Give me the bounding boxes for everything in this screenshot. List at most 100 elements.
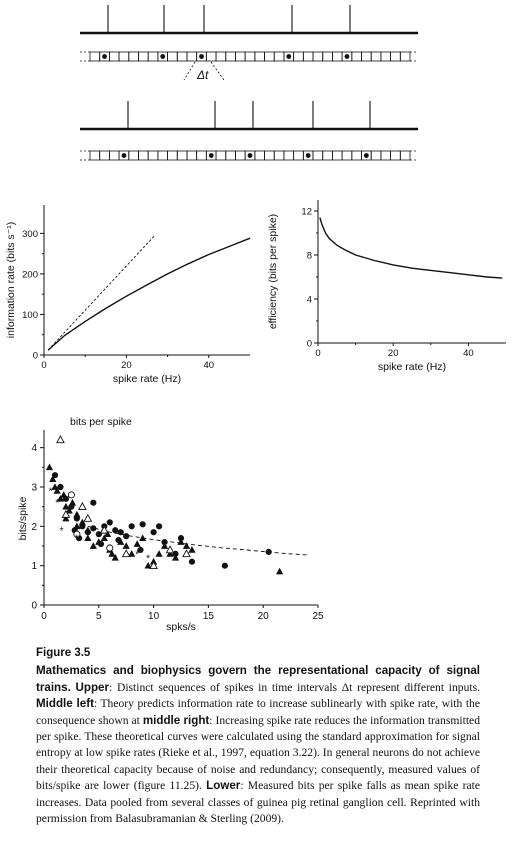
train-a-grid-cell — [176, 51, 188, 62]
train-b-grid-cell — [293, 150, 304, 161]
data-point-filled-circle — [68, 503, 75, 510]
y-axis-label: information rate (bits s⁻¹) — [5, 222, 17, 338]
y-tick-label: 8 — [307, 251, 312, 262]
y-axis-label: efficiency (bits per spike) — [267, 214, 279, 329]
train-b-grid-cell — [235, 150, 246, 161]
y-tick-label: 4 — [31, 443, 37, 454]
train-a-grid-cell — [215, 51, 227, 62]
data-point-filled-triangle — [188, 546, 196, 553]
train-a-grid-cell — [312, 51, 324, 62]
caption-lead: Mathematics and biophysics govern the re… — [36, 664, 480, 694]
train-b-grid-cell — [341, 150, 353, 161]
data-point-open-circle — [106, 544, 114, 552]
train-a-spike-dot — [286, 54, 292, 59]
data-point-filled-circle — [221, 562, 228, 569]
data-point-filled-circle — [73, 515, 80, 522]
y-tick-label: 3 — [31, 483, 37, 494]
train-a-grid-cell — [273, 51, 285, 62]
data-point-open-triangle — [77, 501, 87, 510]
data-point-filled-circle — [128, 523, 135, 530]
train-a-grid-cell — [235, 51, 246, 62]
train-a-grid-cell — [322, 51, 333, 62]
data-point-open-triangle — [165, 545, 175, 554]
train-a-grid-cell — [332, 51, 343, 62]
x-axis-label: spike rate (Hz) — [378, 361, 446, 373]
caption-body: Mathematics and biophysics govern the re… — [36, 663, 480, 827]
train-b-grid-cell — [138, 150, 149, 161]
x-tick-label: 20 — [258, 611, 270, 622]
train-b-grid-cell — [273, 150, 285, 161]
delta-t-label: Δt — [196, 68, 209, 82]
train-a-spike-dot — [160, 54, 166, 59]
train-b-grid-cell — [380, 150, 392, 161]
train-b-grid-cell — [186, 150, 198, 161]
train-b-grid-cell — [99, 150, 110, 161]
train-b-grid-cell — [147, 150, 159, 161]
data-point-filled-triangle — [56, 495, 65, 502]
x-tick-label: 40 — [204, 360, 215, 371]
data-point-asterisk: * — [113, 553, 117, 564]
train-a-grid-cell — [390, 51, 401, 62]
data-point-filled-triangle — [133, 540, 141, 547]
data-point-filled-triangle — [122, 542, 130, 549]
train-a-grid-cell — [370, 51, 382, 62]
dashed-series-line — [47, 234, 156, 351]
efficiency-chart: 20 40 00 4 8 12 spike rate (Hz) efficiency (bit… — [267, 200, 506, 373]
data-point-filled-circle — [57, 483, 64, 491]
data-point-open-triangle — [149, 560, 158, 569]
data-point-filled-triangle — [78, 518, 86, 526]
x-tick-label: 0 — [41, 611, 47, 622]
x-tick-label: 0 — [41, 360, 46, 371]
train-b-grid-cell — [196, 150, 207, 161]
train-a-grid-cell — [147, 51, 159, 62]
data-point-open-triangle — [61, 509, 71, 518]
data-point-asterisk: * — [60, 526, 64, 537]
y-tick-label: 12 — [301, 207, 312, 218]
data-point-open-triangle — [83, 513, 93, 522]
data-point-filled-circle — [95, 531, 102, 538]
train-b-grid-cell — [225, 150, 236, 161]
train-a-grid-cell — [399, 51, 411, 62]
x-axis-label: spike rate (Hz) — [113, 373, 181, 385]
data-point-filled-triangle — [155, 550, 163, 557]
bits-per-spike-chart: 0 5 10 15 20 25 0 1 2 3 4 bits per spike spks/s bits/… — [17, 416, 324, 633]
train-b-grid-cell — [322, 150, 333, 161]
x-tick-label: 25 — [312, 611, 324, 622]
train-a-spike-dot — [199, 54, 204, 59]
data-point-filled-circle — [90, 499, 97, 506]
train-a-spike-dot — [344, 54, 350, 59]
train-b-grid-cell — [157, 150, 168, 161]
train-b-grid-cell — [332, 150, 343, 161]
train-a-grid-cell — [361, 51, 372, 62]
train-b-spike-dot — [247, 153, 253, 158]
y-tick-label: 0 — [31, 601, 37, 612]
y-tick-label: 0 — [33, 351, 38, 362]
train-a-grid-cell — [138, 51, 149, 62]
train-b-grid-cell — [351, 150, 362, 161]
caption-upper-label: Upper — [75, 680, 110, 694]
data-point-filled-triangle — [84, 534, 92, 541]
data-point-asterisk: * — [135, 549, 139, 560]
train-a-grid-cell — [89, 51, 101, 62]
data-point-filled-circle — [90, 525, 97, 532]
data-point-filled-circle — [161, 538, 168, 546]
y-axis-label: bits/spike — [17, 496, 29, 540]
train-a-grid-cell — [128, 51, 139, 62]
data-point-filled-triangle — [53, 487, 61, 494]
data-point-filled-triangle — [276, 567, 284, 575]
train-b-spike-dot — [363, 153, 369, 158]
data-point-open-circle — [73, 530, 81, 538]
train-b-grid-cell — [312, 150, 324, 161]
y-tick-label: 200 — [22, 269, 38, 280]
data-point-filled-circle — [150, 529, 157, 536]
spike-train-panel: Δt — [80, 5, 418, 161]
train-a-grid-cell — [264, 51, 275, 62]
data-point-filled-triangle — [62, 502, 70, 510]
train-b-spike-dot — [121, 153, 127, 158]
data-point-filled-triangle — [166, 550, 174, 557]
x-tick-label: 15 — [203, 611, 215, 622]
data-point-filled-triangle — [139, 534, 147, 541]
data-point-filled-circle — [137, 546, 144, 554]
delta-t-marker — [210, 61, 225, 81]
data-point-asterisk: * — [146, 553, 150, 564]
